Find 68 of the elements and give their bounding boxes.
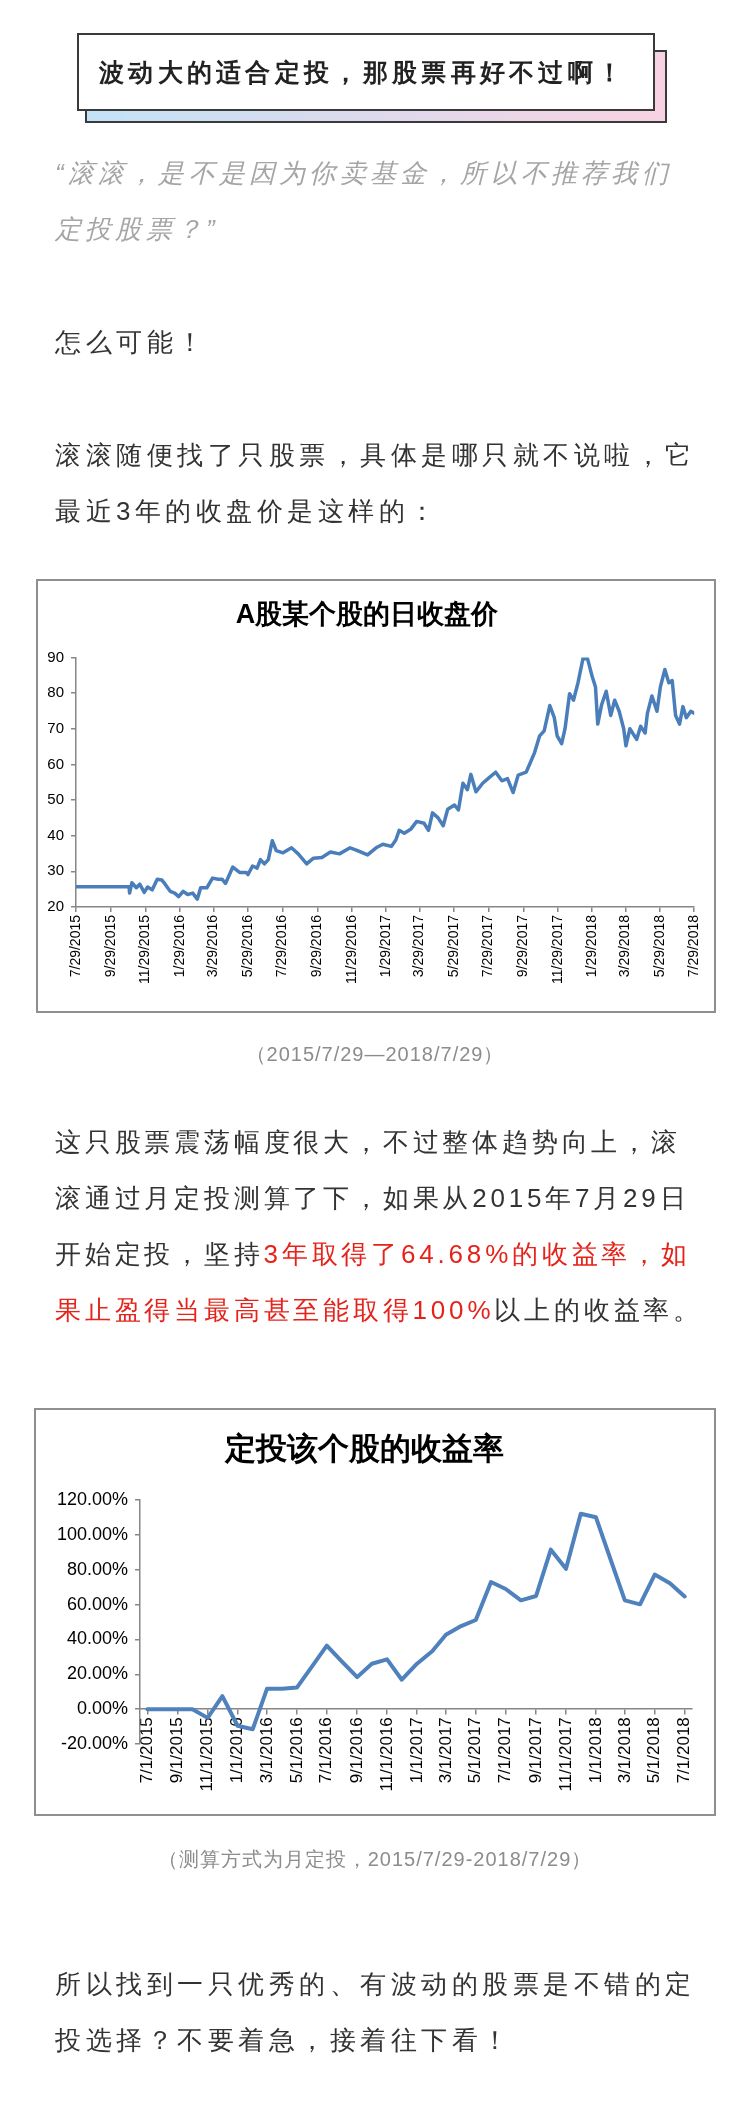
x-tick-label: 1/29/2016 xyxy=(170,914,187,978)
x-tick-label: 9/1/2016 xyxy=(346,1717,366,1784)
y-tick-label: 70 xyxy=(47,718,64,736)
y-tick-label: 100.00% xyxy=(56,1524,128,1544)
x-tick-label: 11/29/2017 xyxy=(548,914,565,985)
y-tick-label: 0.00% xyxy=(76,1698,128,1719)
x-tick-label: 5/29/2018 xyxy=(650,914,667,978)
x-tick-label: 7/1/2018 xyxy=(674,1717,694,1784)
text: 以上的收益率。 xyxy=(494,1294,703,1327)
x-tick-label: 5/1/2016 xyxy=(286,1717,306,1784)
text: 怎么可能！ xyxy=(55,326,209,359)
x-tick-label: 3/1/2018 xyxy=(614,1717,634,1784)
x-tick-label: 7/29/2015 xyxy=(66,914,83,978)
x-tick-label: 9/1/2015 xyxy=(167,1717,187,1784)
y-tick-label: -20.00% xyxy=(60,1732,128,1753)
x-tick-label: 5/29/2016 xyxy=(238,914,255,978)
x-tick-label: 7/29/2018 xyxy=(685,914,702,978)
x-tick-label: 9/29/2017 xyxy=(514,914,531,978)
text: （2015/7/29—2018/7/29） xyxy=(244,1042,506,1067)
y-tick-label: 30 xyxy=(47,861,64,879)
text: 滚滚随便找了只股票，具体是哪只就不说啦，它最近3年的收盘价是这样的： xyxy=(55,439,697,528)
y-tick-label: 120.00% xyxy=(56,1489,128,1510)
text: 3年取得了64.68%的收益率，如 xyxy=(263,1238,691,1271)
x-tick-label: 7/1/2015 xyxy=(137,1717,157,1784)
y-tick-label: 50 xyxy=(47,790,64,808)
text: 开始定投，坚持 xyxy=(55,1238,264,1271)
x-tick-label: 3/1/2016 xyxy=(256,1717,276,1784)
x-tick-label: 1/1/2018 xyxy=(585,1717,605,1784)
y-tick-label: 40 xyxy=(47,825,64,843)
x-tick-label: 5/29/2017 xyxy=(444,914,461,978)
text: 所以找到一只优秀的、有波动的股票是不错的定投选择？不要着急，接着往下看！ xyxy=(55,1968,697,2057)
x-tick-label: 1/29/2017 xyxy=(377,914,394,978)
y-tick-label: 90 xyxy=(47,647,64,665)
x-tick-label: 5/1/2017 xyxy=(465,1717,485,1784)
x-tick-label: 11/1/2017 xyxy=(555,1717,575,1792)
x-tick-label: 1/1/2017 xyxy=(406,1717,426,1784)
x-tick-label: 7/1/2016 xyxy=(316,1717,336,1784)
text: 果止盈得当最高甚至能取得100% xyxy=(55,1294,495,1327)
y-tick-label: 40.00% xyxy=(66,1628,128,1649)
text: 滚通过月定投测算了下，如果从2015年7月29日 xyxy=(55,1182,690,1215)
text: 这只股票震荡幅度很大，不过整体趋势向上，滚 xyxy=(55,1126,681,1159)
y-tick-label: 60 xyxy=(47,754,64,772)
text: （测算方式为月定投，2015/7/29-2018/7/29） xyxy=(156,1847,594,1872)
x-tick-label: 9/29/2015 xyxy=(101,914,118,978)
x-tick-label: 7/29/2017 xyxy=(479,914,496,978)
x-tick-label: 11/29/2016 xyxy=(342,914,359,985)
x-tick-label: 11/29/2015 xyxy=(136,914,153,985)
x-tick-label: 3/29/2017 xyxy=(410,914,427,978)
x-tick-label: 5/1/2018 xyxy=(644,1717,664,1784)
y-tick-label: 20 xyxy=(47,897,64,915)
text: “滚滚，是不是因为你卖基金，所以不推荐我们定投股票？” xyxy=(55,157,673,246)
x-tick-label: 11/1/2016 xyxy=(376,1717,396,1792)
x-tick-label: 7/29/2016 xyxy=(273,914,290,978)
y-tick-label: 80.00% xyxy=(66,1558,128,1579)
x-tick-label: 3/1/2017 xyxy=(435,1717,455,1784)
x-tick-label: 11/1/2015 xyxy=(197,1717,217,1792)
chart-title: A股某个股的日收盘价 xyxy=(235,598,500,629)
x-tick-label: 9/1/2017 xyxy=(525,1717,545,1784)
x-tick-label: 3/29/2016 xyxy=(204,914,221,978)
y-tick-label: 20.00% xyxy=(66,1663,128,1684)
text: 波动大的适合定投，那股票再好不过啊！ xyxy=(99,57,627,88)
x-tick-label: 9/29/2016 xyxy=(308,914,325,978)
x-tick-label: 1/29/2018 xyxy=(582,914,599,978)
chart-title: 定投该个股的收益率 xyxy=(223,1431,504,1467)
y-tick-label: 60.00% xyxy=(66,1593,128,1614)
y-tick-label: 80 xyxy=(47,683,64,701)
x-tick-label: 3/29/2018 xyxy=(616,914,633,978)
x-tick-label: 7/1/2017 xyxy=(495,1717,515,1784)
